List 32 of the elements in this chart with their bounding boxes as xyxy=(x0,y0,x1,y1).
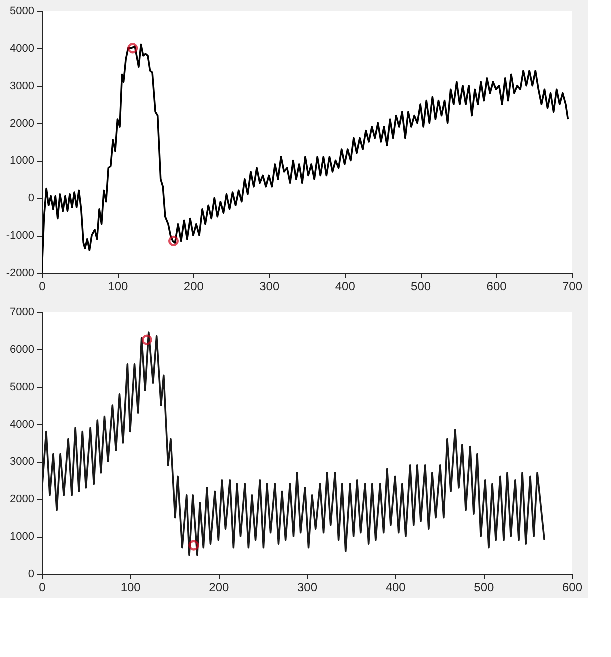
x-tick-label: 100 xyxy=(120,580,142,594)
x-tick-label: 200 xyxy=(184,280,204,294)
x-tick-label: 100 xyxy=(108,280,129,294)
x-tick-label: 300 xyxy=(297,580,318,594)
y-tick-label: 1000 xyxy=(10,155,34,168)
y-tick-label: 0 xyxy=(28,568,34,580)
y-tick-label: 5000 xyxy=(10,381,34,394)
y-tick-label: 6000 xyxy=(10,344,34,356)
y-tick-label: 0 xyxy=(28,192,34,205)
y-tick-label: 4000 xyxy=(10,418,34,431)
y-tick-label: 1000 xyxy=(10,531,34,544)
x-tick-label: 400 xyxy=(386,580,406,594)
y-tick-label: 5000 xyxy=(10,6,34,18)
y-tick-label: -2000 xyxy=(6,268,34,280)
x-tick-label: 0 xyxy=(39,280,46,294)
x-tick-label: 500 xyxy=(411,280,432,294)
y-tick-label: 2000 xyxy=(10,494,34,506)
y-tick-label: 7000 xyxy=(10,306,34,318)
y-tick-label: 3000 xyxy=(10,456,34,468)
x-tick-label: 400 xyxy=(335,280,356,294)
x-tick-label: 700 xyxy=(562,280,583,294)
x-tick-label: 300 xyxy=(260,280,280,294)
line-series xyxy=(42,44,570,273)
x-tick-label: 600 xyxy=(562,580,583,594)
x-tick-label: 500 xyxy=(474,580,494,594)
x-tick-label: 200 xyxy=(209,580,230,594)
y-tick-label: -1000 xyxy=(6,230,34,242)
x-tick-label: 600 xyxy=(486,280,508,294)
y-tick-label: 2000 xyxy=(10,118,34,130)
y-tick-label: 3000 xyxy=(10,80,34,92)
y-tick-label: 4000 xyxy=(10,42,34,55)
x-tick-label: 0 xyxy=(39,580,46,594)
